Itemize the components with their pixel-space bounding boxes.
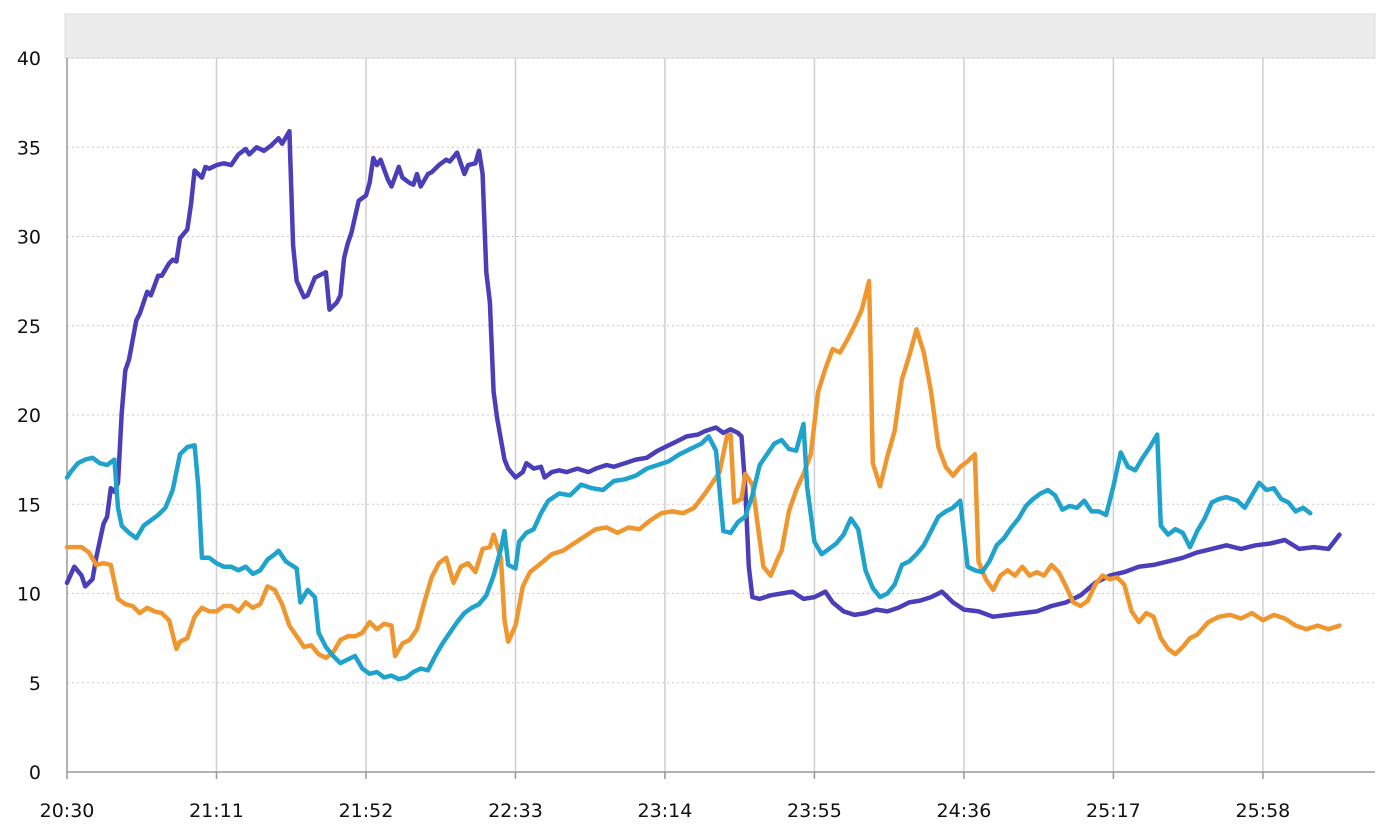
horizontal-gridlines (67, 57, 1375, 684)
series-line-1 (64, 128, 1342, 619)
series-line-2 (64, 278, 1342, 661)
x-tick-label: 20:30 (40, 800, 95, 822)
y-tick-label: 40 (17, 48, 41, 70)
y-tick-label: 35 (17, 137, 41, 159)
x-tick-label: 24:36 (937, 800, 992, 822)
x-tick-label: 25:17 (1086, 800, 1141, 822)
vertical-gridlines (66, 58, 1264, 779)
x-tick-label: 23:55 (787, 800, 842, 822)
y-tick-label: 30 (17, 227, 41, 249)
series-line-3 (64, 421, 1313, 682)
axes (66, 58, 1375, 773)
x-tick-label: 21:11 (189, 800, 244, 822)
y-tick-label: 0 (29, 762, 41, 784)
y-axis-tick-labels: 0 5 10 15 20 25 30 35 40 (17, 48, 41, 784)
y-tick-label: 10 (17, 584, 41, 606)
x-tick-label: 23:14 (638, 800, 693, 822)
x-axis-tick-labels: 20:30 21:11 21:52 22:33 23:14 23:55 24:36 25:17… (40, 800, 1291, 822)
x-tick-label: 22:33 (488, 800, 543, 822)
y-tick-label: 15 (17, 494, 41, 516)
x-tick-label: 25:58 (1236, 800, 1291, 822)
x-tick-label: 21:52 (339, 800, 394, 822)
y-tick-label: 25 (17, 316, 41, 338)
y-tick-label: 5 (29, 673, 41, 695)
y-tick-label: 20 (17, 405, 41, 427)
series-layer (64, 128, 1342, 682)
header-band (64, 13, 1376, 59)
